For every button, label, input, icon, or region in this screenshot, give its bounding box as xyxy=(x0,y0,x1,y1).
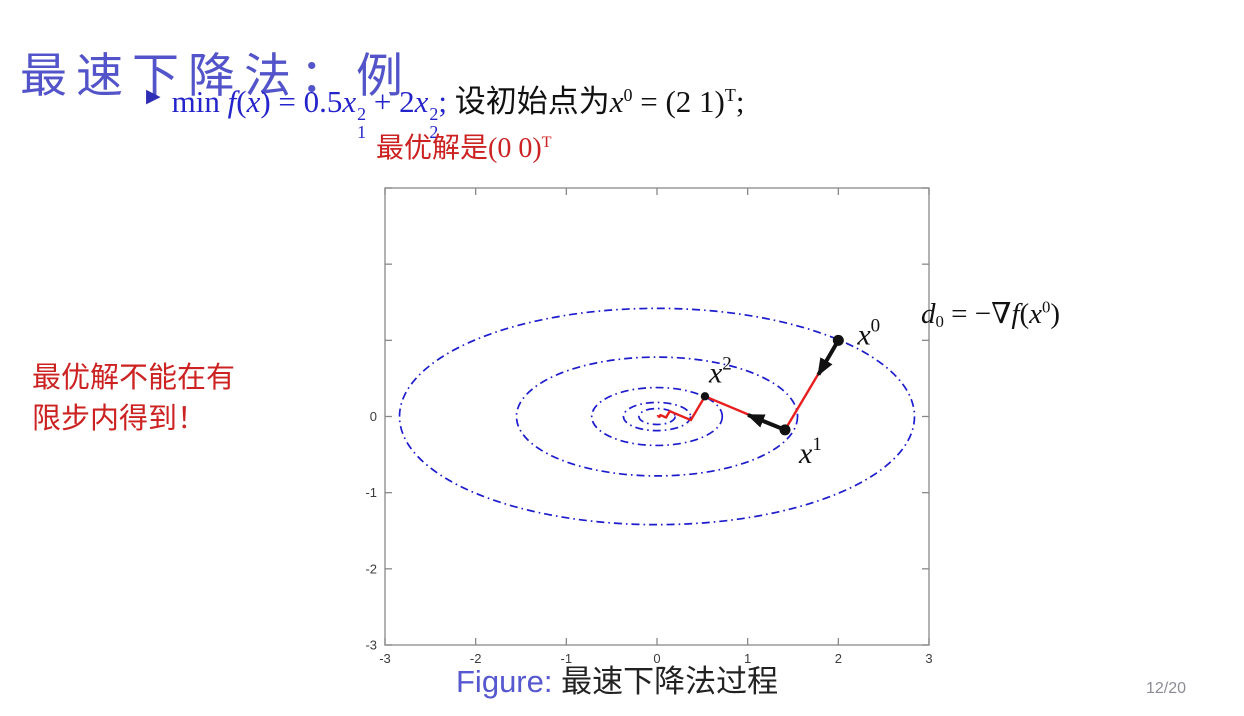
text-segment: = (2 1) xyxy=(632,84,725,119)
text-segment: Figure: xyxy=(456,664,562,699)
iterate-point-x0 xyxy=(832,334,844,346)
contour-ellipse-2 xyxy=(590,386,724,447)
convergence-warning-note: 最优解不能在有 限步内得到！ xyxy=(32,358,235,440)
text-segment: 最优解是 xyxy=(376,133,489,164)
text-segment: x xyxy=(414,84,429,119)
text-segment: ; xyxy=(735,84,745,119)
y-tick-label: -1 xyxy=(365,485,377,500)
text-segment: min xyxy=(171,84,228,119)
iterate-point-x2 xyxy=(700,392,710,401)
text-segment: f xyxy=(227,84,237,119)
text-segment: d xyxy=(921,298,936,330)
text-segment: x xyxy=(342,84,357,119)
x-tick-label: 0 xyxy=(653,651,660,666)
contour-ellipse-1 xyxy=(515,356,799,477)
descent-arrow-0 xyxy=(816,339,841,377)
x-tick-label: 3 xyxy=(925,651,932,666)
problem-formula: min f(x) = 0.5x 2 1 + 2x 2 2; 设初始点为x0 = (2 1… xyxy=(172,76,745,142)
text-segment: T xyxy=(724,84,736,105)
problem-statement-row: ▶ min f(x) = 0.5x 2 1 + 2x 2 2; 设初始点为x0 = (2… xyxy=(146,76,745,142)
text-segment: x xyxy=(1029,298,1042,330)
gradient-direction-label: d0 = −∇f(x0) xyxy=(921,296,1060,331)
x-tick-label: 1 xyxy=(744,651,751,666)
text-segment: 0 xyxy=(1041,297,1051,317)
text-segment: 设初始点为 xyxy=(454,84,610,119)
x-tick-label: -2 xyxy=(470,651,482,666)
text-segment: + 2 xyxy=(366,84,415,119)
contour-ellipse-3 xyxy=(622,401,692,432)
text-segment: x xyxy=(246,84,261,119)
iterate-point-x1 xyxy=(779,424,791,436)
iterate-label-x0: x0 xyxy=(856,315,880,351)
plot-border xyxy=(384,187,930,646)
descent-path xyxy=(656,339,840,432)
text-segment: (0 0) xyxy=(488,133,542,164)
text-segment: x xyxy=(609,84,624,119)
x-tick-label: 2 xyxy=(835,651,842,666)
bullet-triangle-icon: ▶ xyxy=(146,85,161,107)
page-number: 12/20 xyxy=(1146,680,1187,697)
page-title: 最速下降法：例 xyxy=(20,51,412,104)
iterate-label-x1: x1 xyxy=(798,434,822,470)
text-segment: ; xyxy=(438,84,455,119)
convergence-warning-line2: 限步内得到！ xyxy=(32,403,207,435)
convergence-warning-line1: 最优解不能在有 xyxy=(32,362,236,394)
text-segment: 0 xyxy=(623,84,633,105)
text-segment: 0 xyxy=(935,312,944,332)
x-tick-label: -3 xyxy=(379,651,391,666)
text-segment: f xyxy=(1011,298,1020,330)
figure-caption: Figure: 最速下降法过程 xyxy=(456,656,778,701)
text-segment: ( xyxy=(1019,298,1030,330)
y-tick-label: -2 xyxy=(365,561,377,576)
descent-arrow-1 xyxy=(746,413,786,432)
optimal-solution-note: 最优解是(0 0)T xyxy=(376,126,552,166)
iterate-label-sup: 2 xyxy=(722,353,732,374)
text-segment: ) xyxy=(260,84,271,119)
contour-ellipse-0 xyxy=(398,307,916,526)
iterate-label-x2: x2 xyxy=(708,353,732,389)
text-segment: ( xyxy=(236,84,247,119)
text-segment: T xyxy=(541,132,552,151)
y-tick-label: -3 xyxy=(365,638,377,653)
iterate-label-sup: 1 xyxy=(812,434,822,455)
iterate-label-sup: 0 xyxy=(871,315,881,336)
text-segment: = −∇ xyxy=(943,298,1012,330)
text-segment: 最速下降法过程 xyxy=(561,664,779,699)
contour-ellipse-4 xyxy=(638,407,676,426)
text-segment: ) xyxy=(1050,298,1061,330)
text-segment: = 0.5 xyxy=(270,84,343,119)
y-tick-label: 0 xyxy=(370,409,377,424)
x-tick-label: -1 xyxy=(561,651,573,666)
